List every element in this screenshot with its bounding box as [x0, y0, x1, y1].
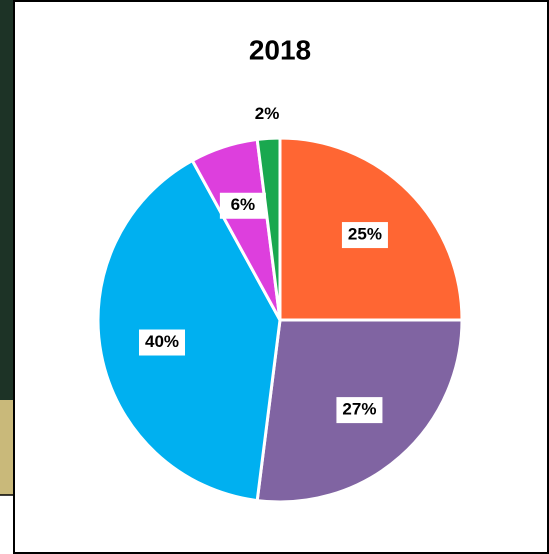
- chart: 2018 25% 27% 40% 6% 2%: [0, 0, 549, 554]
- data-label: 6%: [231, 195, 256, 214]
- data-label: 25%: [348, 225, 382, 244]
- data-label: 27%: [342, 400, 376, 419]
- data-label: 2%: [255, 104, 280, 123]
- data-label: 40%: [145, 332, 179, 351]
- chart-title: 2018: [249, 34, 311, 65]
- page: {"chart_data": {"type": "pie", "title": …: [0, 0, 549, 554]
- background-photo: [0, 0, 14, 400]
- background-photo: [0, 400, 14, 495]
